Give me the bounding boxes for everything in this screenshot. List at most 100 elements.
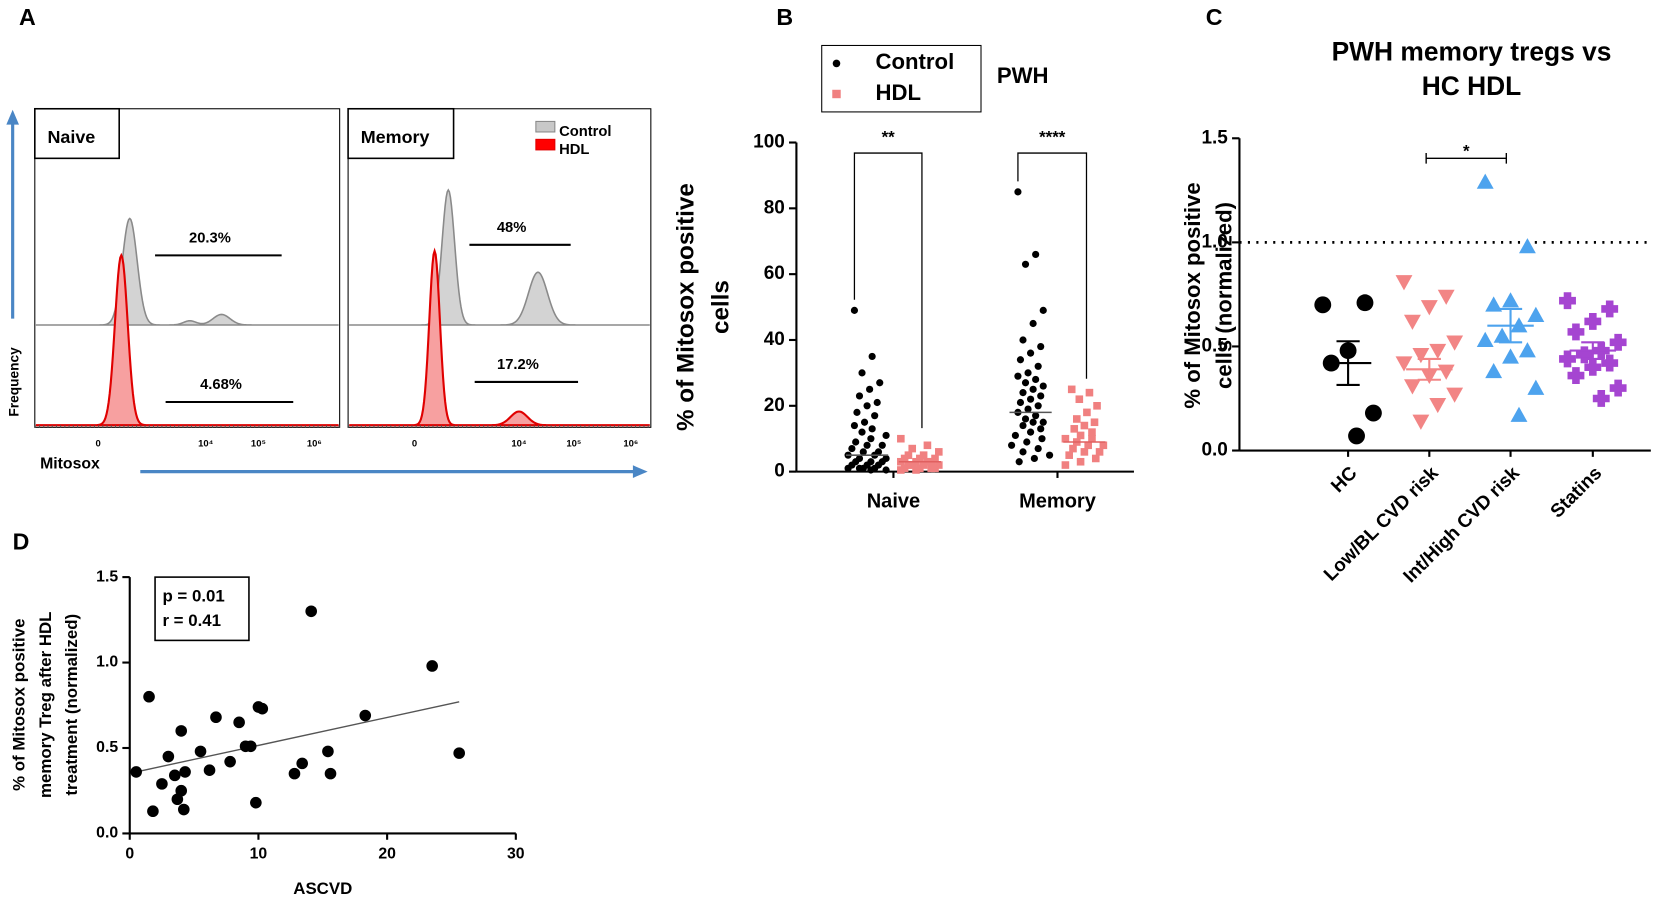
point <box>1609 379 1627 397</box>
point <box>850 421 859 430</box>
annotation: r = 0.41 <box>162 611 221 630</box>
point <box>147 805 159 818</box>
panel-letter: A <box>19 4 36 30</box>
point <box>867 466 875 474</box>
y-tick-label: 80 <box>764 197 785 218</box>
chart-title: HC HDL <box>1422 71 1522 101</box>
point <box>1029 418 1037 426</box>
significance: * <box>1463 141 1470 160</box>
x-tick-label: 10⁴ <box>198 439 214 450</box>
point <box>1026 395 1035 403</box>
point <box>1037 342 1045 351</box>
point <box>916 454 924 463</box>
point <box>1314 296 1332 314</box>
point <box>1019 336 1027 344</box>
point <box>1364 404 1382 422</box>
y-tick-label: 1.5 <box>96 568 118 585</box>
y-tick-label: 20 <box>764 395 785 416</box>
legend-label: HDL <box>876 80 922 105</box>
point <box>1069 444 1077 453</box>
point <box>1095 448 1104 456</box>
point <box>858 369 866 377</box>
point <box>927 464 936 473</box>
point <box>1437 364 1455 380</box>
point <box>1476 173 1494 189</box>
point <box>1088 428 1096 436</box>
histogram-control <box>349 188 650 326</box>
x-tick-label: Statins <box>1547 463 1607 523</box>
point <box>912 466 920 474</box>
point <box>1076 457 1085 466</box>
point <box>908 444 917 453</box>
point <box>1584 313 1602 330</box>
point <box>1437 289 1455 305</box>
point <box>1518 238 1536 254</box>
point <box>1021 260 1030 268</box>
point <box>1502 348 1519 364</box>
point <box>1083 408 1091 417</box>
point <box>1559 292 1576 310</box>
point <box>897 434 905 443</box>
x-tick-label: 10⁵ <box>566 439 581 450</box>
point <box>882 431 890 440</box>
legend-label: Control <box>876 49 955 74</box>
significance: ** <box>882 128 896 147</box>
point <box>1348 427 1365 445</box>
point <box>130 766 142 778</box>
point <box>453 747 465 759</box>
point <box>1510 406 1528 422</box>
label-box <box>34 107 120 160</box>
point <box>1502 292 1519 308</box>
legend-label: Control <box>559 124 611 140</box>
x-tick-label: 30 <box>507 846 525 863</box>
y-tick-label: 0.5 <box>1201 335 1228 356</box>
point <box>1016 398 1025 407</box>
panel-letter: D <box>13 528 30 554</box>
point <box>873 398 881 407</box>
point <box>1072 415 1081 423</box>
histogram-control <box>35 217 339 326</box>
point <box>1024 405 1032 413</box>
annotation: p = 0.01 <box>162 587 224 606</box>
x-axis-label: Mitosox <box>40 455 100 472</box>
point <box>203 764 216 777</box>
fit-line <box>136 701 460 773</box>
point <box>1412 414 1430 430</box>
chart-title: PWH <box>997 63 1049 88</box>
point <box>832 89 841 99</box>
y-axis-label: % of Mitosox positive <box>1180 182 1205 408</box>
point <box>1493 327 1511 343</box>
point <box>860 418 869 426</box>
point <box>1476 331 1494 347</box>
point <box>1061 434 1070 443</box>
point <box>868 352 876 361</box>
point <box>1039 382 1047 390</box>
bracket <box>853 152 923 429</box>
point <box>1559 350 1576 368</box>
point <box>1395 275 1413 291</box>
point <box>1485 296 1503 312</box>
point <box>1014 372 1022 380</box>
point <box>863 402 871 410</box>
point <box>866 385 874 393</box>
point <box>1067 385 1076 394</box>
error-bar <box>1498 307 1523 344</box>
point <box>1034 445 1042 453</box>
point <box>194 745 207 758</box>
point <box>1037 425 1045 433</box>
point <box>1527 379 1545 395</box>
y-tick-label: 0.5 <box>96 739 118 756</box>
point <box>848 445 856 453</box>
point <box>1024 369 1032 377</box>
point <box>852 438 860 446</box>
point <box>1061 461 1070 469</box>
point <box>1023 438 1031 446</box>
point <box>1014 188 1022 196</box>
point <box>1076 431 1085 440</box>
point <box>156 778 168 790</box>
y-axis-label: % of Mitosox positive <box>673 183 700 431</box>
x-tick-label: Memory <box>1019 491 1097 513</box>
annotation-box <box>154 576 250 642</box>
point <box>1592 390 1610 407</box>
